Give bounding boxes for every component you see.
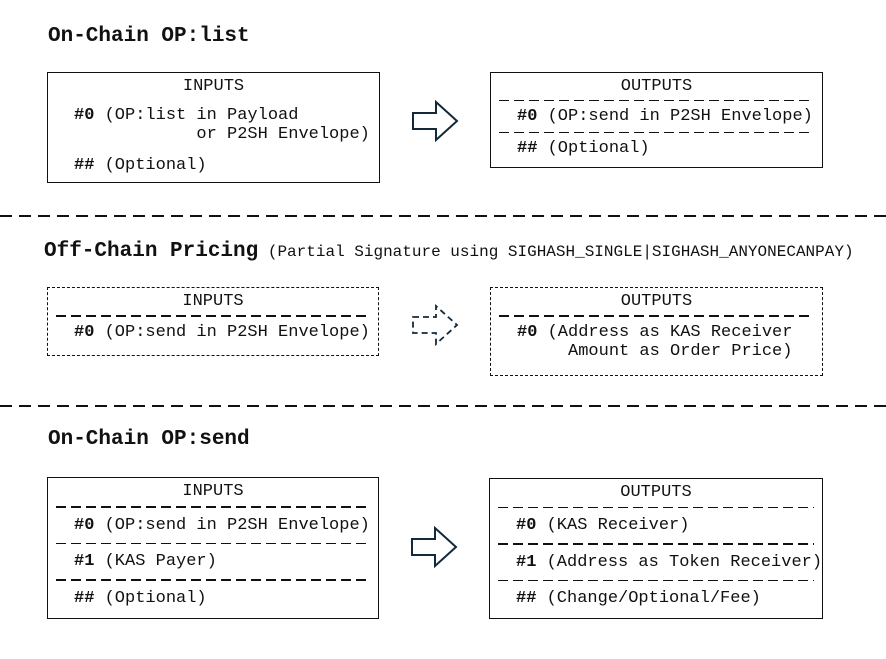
output-row: #0 (OP:send in P2SH Envelope) xyxy=(491,104,822,129)
inputs-header: INPUTS xyxy=(182,77,245,96)
row-text: (Optional) xyxy=(547,139,650,158)
onchain-send-inputs-box: INPUTS #0 (OP:send in P2SH Envelope) #1 … xyxy=(47,477,379,619)
inputs-header: INPUTS xyxy=(182,482,244,501)
row-index: ## xyxy=(74,156,105,175)
row-text: (OP:list in Payload or P2SH Envelope) xyxy=(104,106,370,144)
dashed-separator xyxy=(499,100,814,101)
row-index: #0 xyxy=(516,516,547,536)
dashed-separator xyxy=(56,579,370,582)
input-row: #0 (OP:list in Payload or P2SH Envelope) xyxy=(48,103,379,147)
section-title-text: On-Chain OP:list xyxy=(48,25,250,48)
onchain-send-outputs-box: OUTPUTS #0 (KAS Receiver) #1 (Address as… xyxy=(489,478,823,619)
row-index: ## xyxy=(516,588,547,608)
row-index: ## xyxy=(74,589,105,609)
offchain-pricing-inputs-box: INPUTS #0 (OP:send in P2SH Envelope) xyxy=(47,287,379,356)
offchain-pricing-outputs-box: OUTPUTS #0 (Address as KAS Receiver Amou… xyxy=(490,287,823,376)
section-divider xyxy=(0,215,886,217)
row-text: (Optional) xyxy=(104,589,207,609)
dashed-separator xyxy=(56,506,370,508)
input-row: #0 (OP:send in P2SH Envelope) xyxy=(48,320,378,345)
dashed-separator xyxy=(499,132,814,133)
onchain-list-outputs-box: OUTPUTS #0 (OP:send in P2SH Envelope) ##… xyxy=(490,72,823,168)
row-index: #0 xyxy=(74,106,105,125)
outputs-header: OUTPUTS xyxy=(620,77,693,96)
row-index: #0 xyxy=(517,107,548,126)
output-row: #1 (Address as Token Receiver) xyxy=(490,549,822,576)
dashed-separator xyxy=(56,315,370,317)
input-row: #1 (KAS Payer) xyxy=(48,548,378,575)
section-title-text: Off-Chain Pricing xyxy=(44,240,259,263)
outputs-header: OUTPUTS xyxy=(620,483,692,502)
dashed-separator xyxy=(56,542,370,545)
output-row: ## (Optional) xyxy=(491,136,822,161)
onchain-list-inputs-box: INPUTS #0 (OP:list in Payload or P2SH En… xyxy=(47,72,380,183)
dashed-separator xyxy=(498,507,814,509)
outputs-header: OUTPUTS xyxy=(620,292,693,311)
dashed-separator xyxy=(498,543,814,545)
row-text: (OP:send in P2SH Envelope) xyxy=(104,515,370,535)
section-title-offchain-pricing: Off-Chain Pricing (Partial Signature usi… xyxy=(44,240,854,264)
input-row: ## (Optional) xyxy=(48,153,379,178)
row-text: (KAS Payer) xyxy=(104,552,217,572)
section-divider xyxy=(0,405,886,407)
section-title-text: On-Chain OP:send xyxy=(48,428,250,451)
section-title-onchain-list: On-Chain OP:list xyxy=(48,25,250,49)
output-row: #0 (Address as KAS Receiver Amount as Or… xyxy=(491,320,822,364)
row-text: (OP:send in P2SH Envelope) xyxy=(104,323,370,342)
row-index: #0 xyxy=(74,515,105,535)
output-row: #0 (KAS Receiver) xyxy=(490,512,822,539)
row-text: (Optional) xyxy=(104,156,207,175)
row-text: (KAS Receiver) xyxy=(546,516,690,536)
row-index: #0 xyxy=(517,323,548,342)
row-index: #1 xyxy=(74,552,105,572)
flow-arrow-icon xyxy=(412,100,459,142)
flow-arrow-dashed-icon xyxy=(412,304,459,346)
section-title-note: (Partial Signature using SIGHASH_SINGLE|… xyxy=(258,243,854,261)
dashed-separator xyxy=(499,315,814,317)
row-text: (OP:send in P2SH Envelope) xyxy=(547,107,813,126)
row-index: #1 xyxy=(516,552,547,572)
inputs-header: INPUTS xyxy=(182,292,244,311)
row-text: (Address as KAS Receiver Amount as Order… xyxy=(547,323,793,361)
input-row: ## (Optional) xyxy=(48,585,378,612)
dashed-separator xyxy=(498,579,814,581)
section-title-onchain-send: On-Chain OP:send xyxy=(48,428,250,452)
row-text: (Change/Optional/Fee) xyxy=(546,588,761,608)
row-text: (Address as Token Receiver) xyxy=(546,552,823,572)
row-index: ## xyxy=(517,139,548,158)
row-index: #0 xyxy=(74,323,105,342)
output-row: ## (Change/Optional/Fee) xyxy=(490,585,822,612)
flow-arrow-icon xyxy=(411,526,458,568)
input-row: #0 (OP:send in P2SH Envelope) xyxy=(48,512,378,539)
